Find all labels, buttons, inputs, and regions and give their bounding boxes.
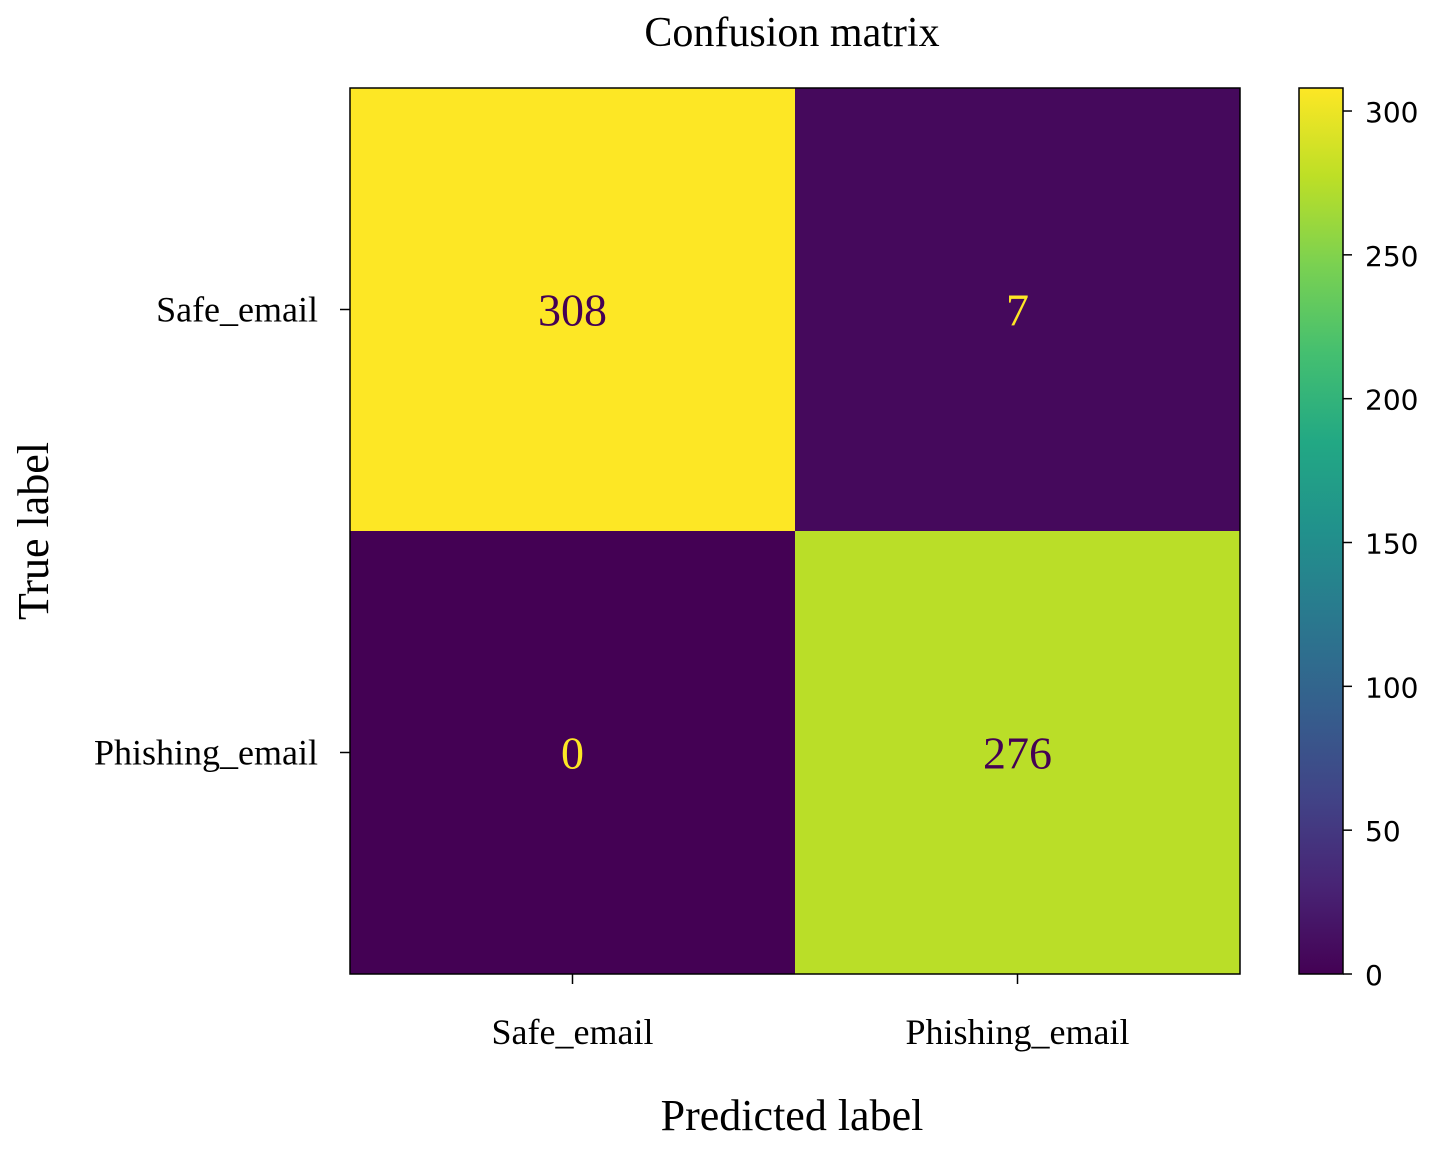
colorbar-tick-label: 100: [1365, 671, 1418, 704]
x-axis-ticks: Safe_email Phishing_email: [492, 974, 1130, 1052]
x-axis-label: Predicted label: [661, 1091, 924, 1140]
cell-value-label: 7: [1006, 285, 1029, 336]
heatmap-cell: [350, 531, 795, 974]
cell-value-label: 276: [983, 728, 1052, 779]
y-axis-ticks: Safe_email Phishing_email: [94, 290, 350, 773]
colorbar-tick-label: 50: [1365, 815, 1401, 848]
cell-value-label: 308: [538, 285, 607, 336]
colorbar-tick-label: 300: [1365, 96, 1418, 129]
heatmap-cell: [350, 88, 795, 531]
y-tick-label: Phishing_email: [94, 733, 318, 773]
y-axis-label: True label: [9, 442, 58, 620]
colorbar-ticks: 0 50 100 150 200 250 300: [1343, 96, 1418, 992]
colorbar-tick-label: 150: [1365, 528, 1418, 561]
plot-frame: [349, 87, 1241, 975]
cell-value-label: 0: [561, 728, 584, 779]
colorbar-tick-label: 250: [1365, 240, 1418, 273]
heatmap-cell: [795, 88, 1240, 531]
colorbar-tick-label: 0: [1365, 959, 1383, 992]
heatmap-cell: [795, 531, 1240, 974]
x-tick-label: Safe_email: [492, 1012, 654, 1052]
colorbar: [1298, 87, 1344, 975]
x-tick-label: Phishing_email: [906, 1012, 1130, 1052]
chart-title: Confusion matrix: [644, 10, 939, 56]
colorbar-tick-label: 200: [1365, 384, 1418, 417]
y-tick-label: Safe_email: [156, 290, 318, 330]
heatmap-cells: [350, 88, 1240, 974]
heatmap-cell-labels: 308 7 0 276: [538, 285, 1052, 779]
